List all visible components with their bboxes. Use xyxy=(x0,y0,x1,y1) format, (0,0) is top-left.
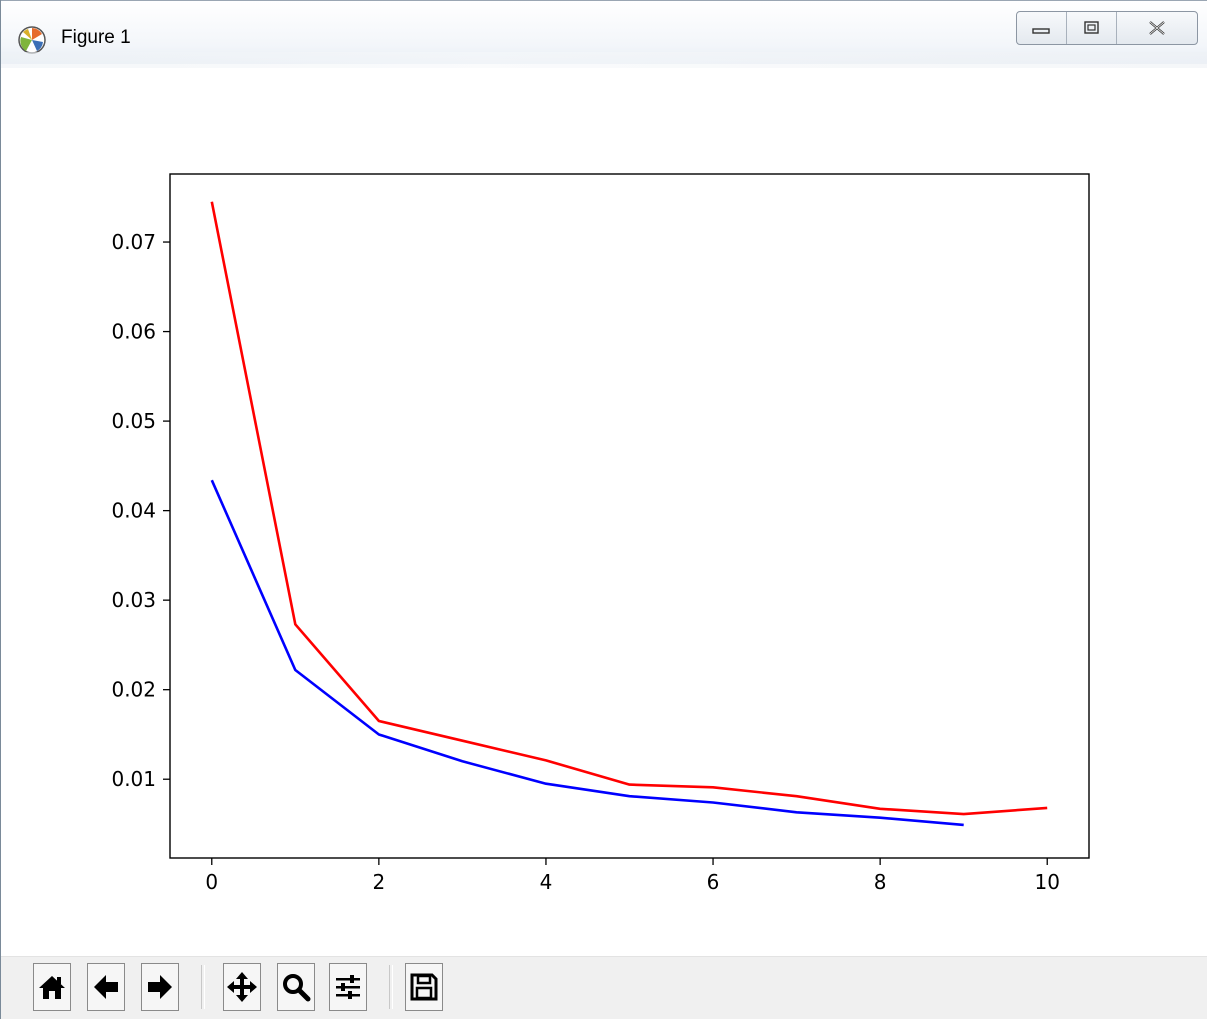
close-button[interactable] xyxy=(1117,12,1197,44)
arrow-right-icon xyxy=(148,975,172,999)
back-button[interactable] xyxy=(87,963,125,1011)
magnifier-icon xyxy=(283,974,311,1002)
forward-button[interactable] xyxy=(141,963,179,1011)
save-button[interactable] xyxy=(405,963,443,1011)
home-button[interactable] xyxy=(33,963,71,1011)
minimize-button[interactable] xyxy=(1017,12,1067,44)
sliders-icon xyxy=(336,975,360,999)
y-tick-label: 0.07 xyxy=(111,230,156,254)
x-tick-label: 6 xyxy=(707,870,720,894)
x-tick-label: 2 xyxy=(372,870,385,894)
x-axis: 0 2 4 6 8 10 xyxy=(205,858,1060,894)
series-line-2 xyxy=(210,479,964,827)
home-icon xyxy=(39,976,65,999)
move-icon xyxy=(227,972,257,1002)
x-tick-label: 4 xyxy=(540,870,553,894)
x-tick-label: 8 xyxy=(874,870,887,894)
x-tick-label: 0 xyxy=(205,870,218,894)
subplots-button[interactable] xyxy=(329,963,367,1011)
x-tick-label: 10 xyxy=(1035,870,1060,894)
window-controls xyxy=(1016,11,1198,45)
plot-frame xyxy=(169,173,1090,859)
close-icon xyxy=(1149,21,1165,35)
maximize-button[interactable] xyxy=(1067,12,1117,44)
pan-button[interactable] xyxy=(223,963,261,1011)
figure-canvas[interactable]: 0 2 4 6 8 10 0.01 0.02 0.03 0.04 0.05 0.06 0.07 xyxy=(1,68,1207,956)
y-axis: 0.01 0.02 0.03 0.04 0.05 0.06 0.07 xyxy=(111,230,170,791)
y-tick-label: 0.06 xyxy=(111,320,156,344)
minimize-icon xyxy=(1031,28,1050,34)
series-line-1 xyxy=(210,201,1048,816)
window-title: Figure 1 xyxy=(61,27,131,48)
y-tick-label: 0.05 xyxy=(111,409,156,433)
line-chart: 0 2 4 6 8 10 0.01 0.02 0.03 0.04 0.05 0.06 0.07 xyxy=(111,173,1090,894)
zoom-button[interactable] xyxy=(277,963,315,1011)
floppy-disk-icon xyxy=(410,973,438,1001)
y-tick-label: 0.03 xyxy=(111,588,156,612)
matplotlib-logo-icon xyxy=(18,26,46,54)
series-layer xyxy=(210,201,1048,827)
y-tick-label: 0.01 xyxy=(111,767,156,791)
toolbar-separator xyxy=(389,965,393,1009)
background-strip xyxy=(1,52,1207,70)
y-tick-label: 0.04 xyxy=(111,499,156,523)
y-tick-label: 0.02 xyxy=(111,678,156,702)
arrow-left-icon xyxy=(94,975,118,999)
navigation-toolbar xyxy=(1,956,1207,1019)
maximize-icon xyxy=(1083,21,1099,34)
toolbar-separator xyxy=(201,965,205,1009)
